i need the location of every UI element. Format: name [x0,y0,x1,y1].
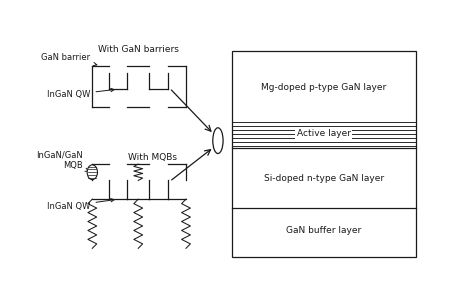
Bar [232,50,416,257]
Ellipse shape [213,128,223,154]
Text: With GaN barriers: With GaN barriers [98,45,179,54]
Text: InGaN/GaN
MQB: InGaN/GaN MQB [36,151,89,171]
Text: Mg-doped p-type GaN layer: Mg-doped p-type GaN layer [261,83,386,92]
Text: Active layer: Active layer [297,130,351,138]
Text: GaN buffer layer: GaN buffer layer [286,226,361,235]
Text: GaN barrier: GaN barrier [41,53,97,66]
Ellipse shape [87,165,98,180]
Text: Si-doped n-type GaN layer: Si-doped n-type GaN layer [264,174,384,183]
Text: With MQBs: With MQBs [128,153,177,161]
Text: InGaN QW: InGaN QW [47,88,114,99]
Text: InGaN QW: InGaN QW [47,199,114,211]
